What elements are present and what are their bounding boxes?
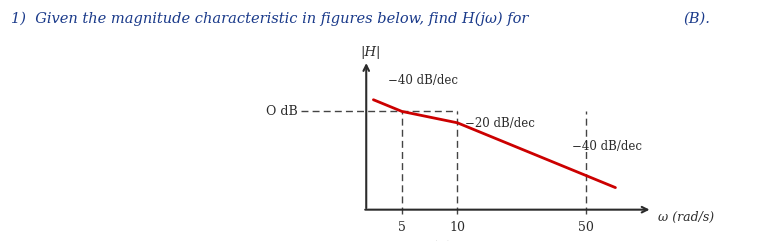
Text: O dB: O dB xyxy=(266,105,298,118)
Text: 10: 10 xyxy=(449,221,465,234)
Text: ω (rad/s): ω (rad/s) xyxy=(658,211,714,224)
Text: (B).: (B). xyxy=(683,12,710,26)
Text: 5: 5 xyxy=(398,221,406,234)
Text: 1)  Given the magnitude characteristic in figures below, find H(jω) for: 1) Given the magnitude characteristic in… xyxy=(11,12,529,27)
Text: −40 dB/dec: −40 dB/dec xyxy=(388,74,458,87)
Text: |H|: |H| xyxy=(360,46,380,59)
Text: −20 dB/dec: −20 dB/dec xyxy=(465,117,535,130)
Text: 50: 50 xyxy=(578,221,594,234)
Text: −40 dB/dec: −40 dB/dec xyxy=(572,140,642,153)
